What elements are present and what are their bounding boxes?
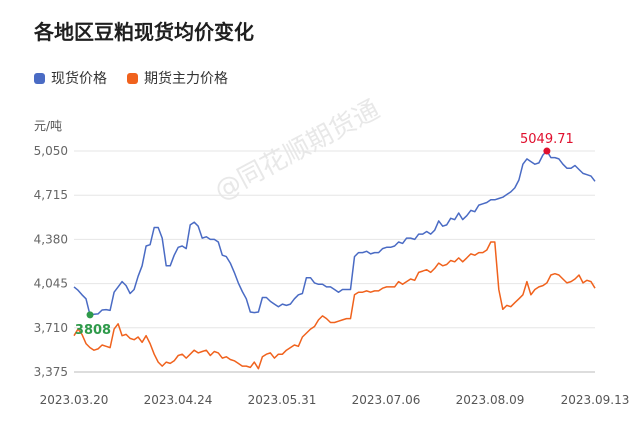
x-tick-label: 2023.04.24 [144, 393, 213, 407]
x-tick-label: 2023.05.31 [248, 393, 317, 407]
y-tick-label: 5,050 [34, 144, 68, 158]
legend-item-futures[interactable]: 期货主力价格 [127, 68, 228, 88]
max-point-marker [543, 147, 551, 155]
y-tick-label: 4,045 [34, 277, 68, 291]
y-axis-unit: 元/吨 [34, 119, 63, 133]
y-tick-label: 3,375 [34, 365, 68, 379]
series-line-spot [73, 150, 596, 316]
chart-title: 各地区豆粕现货均价变化 [34, 20, 254, 44]
x-tick-label: 2023.07.06 [352, 393, 421, 407]
max-point-label: 5049.71 [520, 132, 574, 147]
y-tick-label: 3,710 [34, 321, 68, 335]
min-point-label: 3808 [75, 323, 111, 338]
x-tick-label: 2023.08.09 [456, 393, 525, 407]
min-point-marker [86, 311, 94, 319]
legend: 现货价格 期货主力价格 [34, 68, 228, 88]
legend-swatch-futures [127, 72, 138, 84]
y-tick-label: 4,380 [34, 232, 68, 246]
legend-label-spot: 现货价格 [51, 71, 107, 87]
x-tick-label: 2023.09.13 [561, 393, 630, 407]
series-line-futures [73, 241, 596, 370]
legend-label-futures: 期货主力价格 [144, 71, 228, 87]
x-tick-label: 2023.03.20 [40, 393, 109, 407]
y-tick-label: 4,715 [34, 188, 68, 202]
legend-item-spot[interactable]: 现货价格 [34, 68, 107, 88]
legend-swatch-spot [34, 72, 45, 84]
